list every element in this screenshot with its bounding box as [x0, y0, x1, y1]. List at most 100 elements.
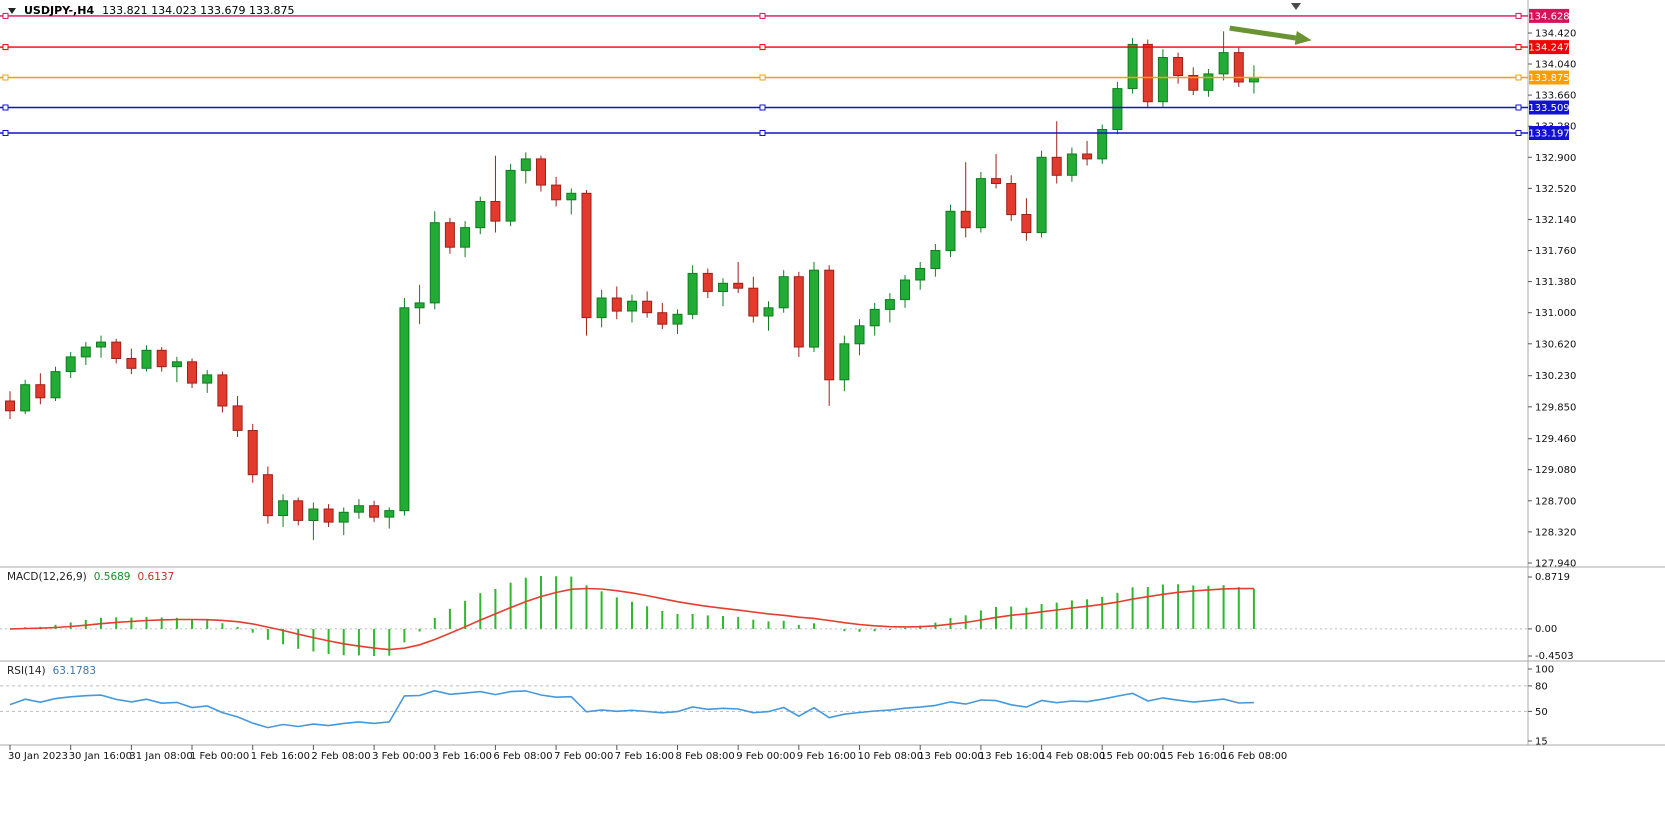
hline-handle[interactable] — [2, 104, 9, 111]
price-tick-label: 128.700 — [1535, 496, 1576, 507]
hline-handle[interactable] — [2, 12, 9, 19]
symbol-timeframe-label: USDJPY-,H4 — [24, 4, 95, 17]
trend-arrow-head[interactable] — [1294, 31, 1312, 45]
candle-body — [111, 341, 122, 360]
time-tick-label: 9 Feb 16:00 — [797, 751, 856, 762]
candle-body — [1097, 129, 1108, 160]
hline-handle[interactable] — [759, 44, 766, 51]
candle-body — [338, 511, 349, 523]
candle-body — [80, 346, 91, 358]
trend-arrow-shaft[interactable] — [1229, 25, 1297, 41]
candle-body — [748, 287, 759, 317]
candle-body — [809, 269, 819, 348]
candle-body — [1218, 52, 1229, 75]
candle-body — [505, 169, 516, 222]
candle-body — [414, 302, 425, 309]
price-tick-label: 134.040 — [1535, 60, 1576, 71]
ohlc-readout: 133.821 134.023 133.679 133.875 — [102, 4, 295, 17]
price-badge — [1529, 40, 1569, 55]
macd-panel — [0, 576, 1528, 656]
macd-signal-line — [9, 587, 1254, 651]
rsi-indicator-label: RSI(14) 63.1783 — [7, 665, 96, 677]
symbol-marker-icon — [8, 7, 16, 14]
time-tick-label: 1 Feb 00:00 — [190, 751, 249, 762]
price-tick-label: 133.660 — [1535, 91, 1576, 102]
candle-body — [1142, 43, 1153, 103]
price-axis[interactable]: 134.420134.040133.660133.280132.900132.5… — [1528, 29, 1576, 570]
hline-handle[interactable] — [1515, 44, 1522, 51]
chart-shift-marker-icon — [1291, 3, 1301, 10]
hline-handle[interactable] — [2, 74, 9, 81]
candle-body — [1051, 156, 1062, 176]
candle-body — [384, 510, 395, 518]
price-tick-label: 132.520 — [1535, 184, 1576, 195]
rsi-scale-label: 100 — [1535, 665, 1554, 676]
time-tick-label: 30 Jan 2023 — [8, 751, 68, 762]
candle-body — [5, 400, 15, 412]
time-tick-label: 16 Feb 08:00 — [1222, 751, 1288, 762]
hline-handle[interactable] — [759, 74, 766, 81]
price-badge-label: 133.875 — [1528, 73, 1569, 84]
price-tick-label: 130.230 — [1535, 371, 1576, 382]
time-tick-label: 2 Feb 08:00 — [311, 751, 370, 762]
macd-indicator-label: MACD(12,26,9) 0.5689 0.6137 — [7, 571, 174, 583]
candle-body — [202, 374, 213, 384]
candle-body — [490, 201, 501, 222]
time-tick-label: 14 Feb 08:00 — [1040, 751, 1106, 762]
candle-body — [551, 184, 562, 201]
candle-body — [657, 312, 668, 325]
candle-body — [1112, 88, 1123, 130]
candle-body — [308, 508, 319, 521]
candle-body — [1233, 52, 1244, 83]
macd-main-value: 0.5689 — [93, 571, 131, 583]
candle-body — [65, 356, 76, 373]
price-tick-label: 128.320 — [1535, 527, 1576, 538]
candle-body — [156, 349, 167, 368]
candle-body — [702, 272, 713, 292]
hline-handle[interactable] — [759, 12, 766, 19]
time-tick-label: 7 Feb 16:00 — [615, 751, 674, 762]
time-tick-label: 13 Feb 16:00 — [979, 751, 1045, 762]
candle-body — [1203, 73, 1214, 91]
rsi-scale: 100 80 50 15 — [1528, 665, 1554, 748]
candle-body — [475, 201, 486, 229]
candle-body — [1066, 153, 1077, 176]
rsi-panel — [0, 685, 1528, 729]
price-tick-label: 131.380 — [1535, 277, 1576, 288]
hline-handle[interactable] — [1515, 104, 1522, 111]
time-tick-label: 8 Feb 08:00 — [676, 751, 735, 762]
candle-body — [991, 178, 1001, 185]
time-tick-label: 10 Feb 08:00 — [858, 751, 924, 762]
hline-handle[interactable] — [1515, 130, 1522, 136]
hline-handle[interactable] — [2, 130, 9, 136]
candle-body — [778, 276, 789, 309]
hline-handle[interactable] — [759, 104, 766, 111]
candle-body — [672, 313, 683, 325]
hline-handle[interactable] — [1515, 74, 1522, 81]
time-tick-label: 9 Feb 00:00 — [736, 751, 795, 762]
candle-body — [171, 361, 182, 368]
price-badge-label: 133.509 — [1528, 103, 1569, 114]
candle-body — [839, 343, 850, 381]
candle-body — [293, 500, 304, 521]
price-tick-label: 134.420 — [1535, 29, 1576, 40]
price-tick-label: 132.900 — [1535, 153, 1576, 164]
price-badge-label: 134.628 — [1528, 11, 1569, 22]
candle-body — [733, 282, 744, 289]
candle-body — [915, 268, 926, 281]
hline-handle[interactable] — [1515, 12, 1522, 19]
macd-scale-label: -0.4503 — [1535, 651, 1574, 662]
price-badge — [1529, 70, 1569, 85]
hline-handle[interactable] — [759, 130, 766, 136]
candle-body — [187, 361, 197, 384]
candle-body — [323, 508, 334, 523]
candle-body — [96, 341, 106, 348]
trend-arrow[interactable] — [1229, 25, 1312, 45]
hline-handle[interactable] — [2, 44, 9, 51]
price-tick-label: 131.760 — [1535, 246, 1576, 257]
time-tick-label: 30 Jan 16:00 — [69, 751, 132, 762]
candle-body — [444, 222, 455, 248]
